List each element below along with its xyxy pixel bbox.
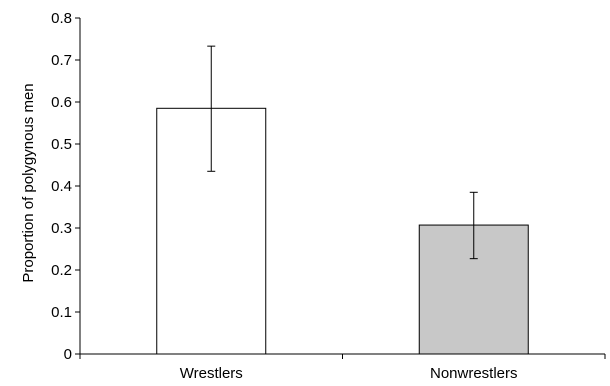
- y-tick-label: 0.7: [51, 52, 72, 69]
- error-bar-wrestlers: [207, 45, 216, 172]
- y-axis-label: Proportion of polygynous men: [20, 83, 37, 282]
- error-bar-nonwrestlers: [469, 191, 478, 260]
- y-tick-label: 0.2: [51, 262, 72, 279]
- y-tick-label: 0.1: [51, 304, 72, 321]
- y-tick-label: 0.3: [51, 220, 72, 237]
- category-label: Nonwrestlers: [430, 365, 518, 382]
- y-axis-ticks: 0 0.1 0.2 0.3 0.4 0.5 0.6 0.7 0.8: [51, 10, 80, 363]
- y-tick-label: 0.5: [51, 136, 72, 153]
- category-label: Wrestlers: [180, 365, 243, 382]
- y-tick-label: 0.4: [51, 178, 72, 195]
- y-tick-label: 0: [64, 346, 72, 363]
- error-bars: [207, 45, 478, 260]
- bars: [156, 107, 529, 355]
- y-tick-label: 0.6: [51, 94, 72, 111]
- y-tick-label: 0.8: [51, 10, 72, 27]
- x-axis-ticks: Wrestlers Nonwrestlers: [79, 354, 606, 382]
